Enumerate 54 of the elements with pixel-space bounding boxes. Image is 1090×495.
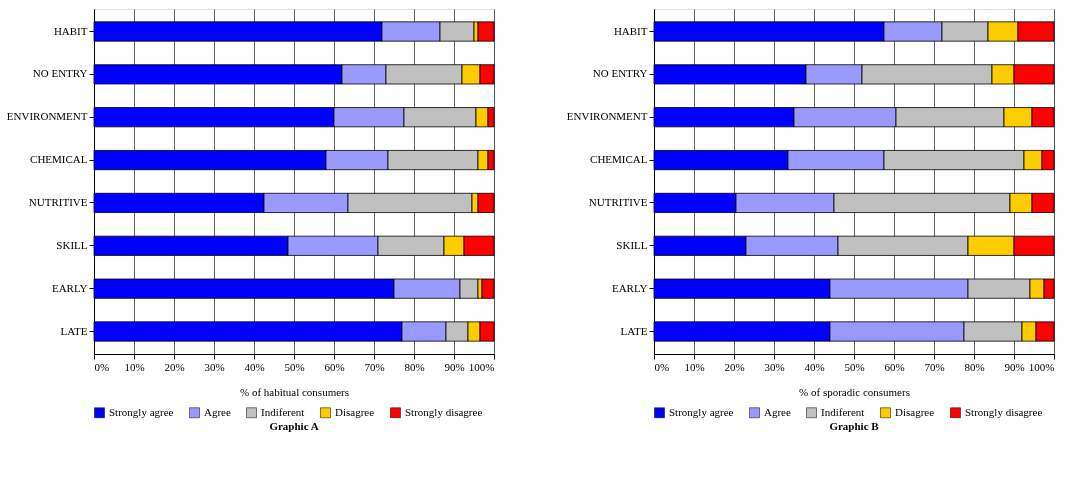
x-axis-title: % of sporadic consumers — [799, 385, 910, 398]
y-tick-label: LATE — [620, 324, 648, 337]
legend-label: Agree — [764, 405, 791, 418]
legend-label: Disagree — [895, 405, 935, 418]
legend-label: Disagree — [335, 405, 375, 418]
x-tick-label: 90% — [444, 360, 465, 373]
x-tick-label: 50% — [844, 360, 865, 373]
y-tick-label: NUTRITIVE — [588, 195, 648, 208]
y-tick-label: CHEMICAL — [30, 153, 88, 166]
y-tick-label: NUTRITIVE — [28, 195, 88, 208]
x-tick-label: 70% — [924, 360, 945, 373]
x-tick-label: 50% — [284, 360, 305, 373]
x-axis-title: % of habitual consumers — [239, 385, 350, 398]
x-tick-label: 0% — [94, 360, 110, 373]
x-tick-label: 30% — [764, 360, 785, 373]
legend-label: Strongly agree — [109, 405, 174, 418]
y-tick-label: HABIT — [53, 24, 88, 37]
y-tick-label: ENVIRONMENT — [6, 110, 88, 123]
x-tick-label: 70% — [364, 360, 385, 373]
x-tick-label: 40% — [244, 360, 265, 373]
x-tick-label: 40% — [804, 360, 825, 373]
x-tick-label: 20% — [724, 360, 745, 373]
legend-label: Strongly disagree — [965, 405, 1043, 418]
legend-label: Indiferent — [821, 405, 865, 418]
x-tick-label: 10% — [684, 360, 705, 373]
y-tick-label: ENVIRONMENT — [566, 110, 648, 123]
y-tick-label: CHEMICAL — [590, 153, 648, 166]
x-tick-label: 20% — [164, 360, 185, 373]
y-tick-label: EARLY — [51, 281, 88, 294]
x-tick-label: 90% — [1004, 360, 1025, 373]
x-tick-label: 60% — [884, 360, 905, 373]
x-tick-label: 100% — [1028, 360, 1055, 373]
y-tick-label: HABIT — [613, 24, 648, 37]
bar — [477, 21, 495, 42]
y-tick-label: SKILL — [616, 238, 648, 251]
bar — [481, 278, 495, 299]
x-tick-label: 100% — [468, 360, 495, 373]
y-tick-label: EARLY — [611, 281, 648, 294]
legend-label: Strongly disagree — [405, 405, 483, 418]
legend-label: Strongly agree — [669, 405, 734, 418]
x-tick-label: 80% — [404, 360, 425, 373]
legend-label: Agree — [204, 405, 231, 418]
x-tick-label: 80% — [964, 360, 985, 373]
legend-label: Indiferent — [261, 405, 305, 418]
text: Graphic B — [829, 420, 880, 432]
text: Graphic A — [269, 420, 319, 432]
y-tick-label: LATE — [60, 324, 88, 337]
x-tick-label: 60% — [324, 360, 345, 373]
y-tick-label: NO ENTRY — [32, 67, 88, 80]
x-tick-label: 0% — [654, 360, 670, 373]
x-tick-label: 30% — [204, 360, 225, 373]
y-tick-label: NO ENTRY — [592, 67, 648, 80]
x-tick-label: 10% — [124, 360, 145, 373]
y-tick-label: SKILL — [56, 238, 88, 251]
